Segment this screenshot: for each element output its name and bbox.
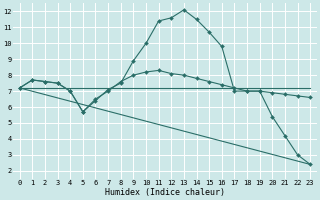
X-axis label: Humidex (Indice chaleur): Humidex (Indice chaleur) xyxy=(105,188,225,197)
